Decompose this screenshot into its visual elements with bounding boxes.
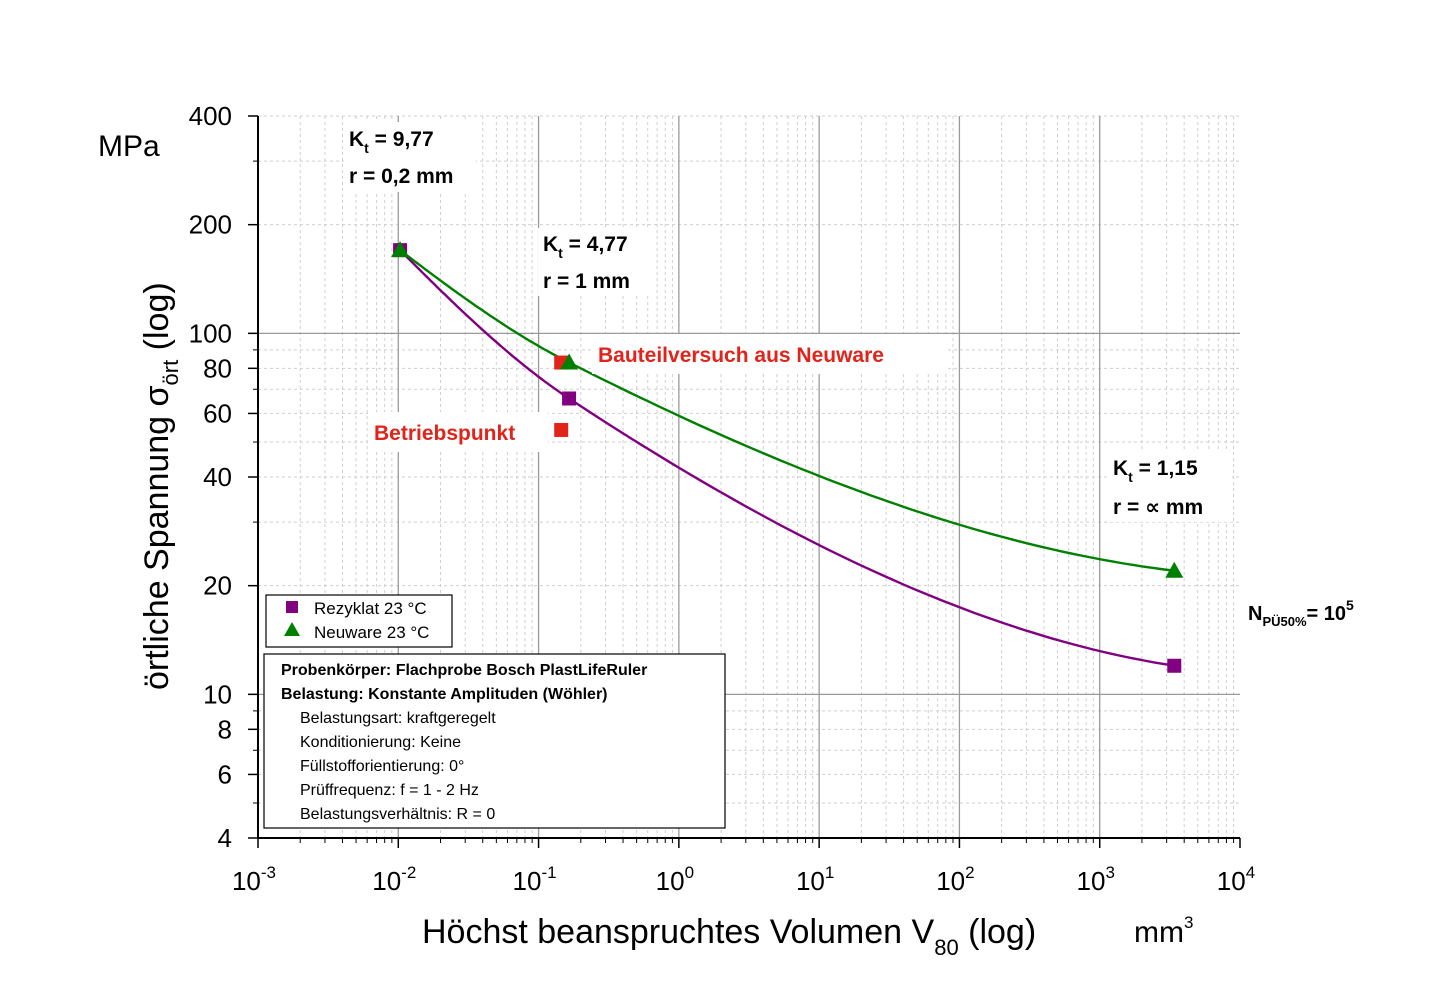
x-tick-label: 100 [656,863,694,896]
info-line-frequency: Prüffrequenz: f = 1 - 2 Hz [300,782,479,799]
x-tick-label: 10-1 [513,863,557,896]
info-line-load-type: Belastungsart: kraftgeregelt [300,710,496,727]
legend-label-rezyklat: Rezyklat 23 °C [314,599,427,618]
kt3-label: Kt = 1,15 [1113,457,1198,485]
y-tick-label: 4 [218,823,232,853]
bauteilversuch-label: Bauteilversuch aus Neuware [598,344,884,367]
info-line-filler: Füllstofforientierung: 0° [300,758,464,775]
info-box-frame [263,653,726,829]
x-unit-label: mm3 [1134,913,1193,949]
x-tick-label: 104 [1217,863,1255,896]
x-tick-label: 102 [936,863,974,896]
kt1-label-bg [344,122,476,192]
info-box: Probenkörper: Flachprobe Bosch PlastLife… [263,653,726,829]
neuware-point [560,353,579,370]
y-tick-label: 400 [189,101,232,131]
x-tick-label: 103 [1077,863,1115,896]
x-tick-label: 10-3 [232,863,276,896]
kt2-label: Kt = 4,77 [543,233,628,261]
markers [391,241,1184,673]
betriebspunkt-label: Betriebspunkt [374,422,515,445]
neuware-curve [399,249,1175,572]
y-tick-label: 40 [203,462,232,492]
legend-marker-rezyklat [286,601,298,613]
bauteilversuch-label-bg [592,334,947,374]
curves [399,249,1175,667]
y-axis-title: örtliche Spannung σört (log) [138,282,183,690]
neuware-point [391,241,410,258]
y-tick-label: 20 [203,571,232,601]
kt1-radius: r = 0,2 mm [349,165,453,188]
neuware-point [1165,561,1184,578]
ticks [248,115,1241,848]
x-tick-label: 101 [796,863,834,896]
y-tick-label: 100 [189,318,232,348]
kt2-radius: r = 1 mm [543,270,630,293]
legend-marker-neuware [284,622,300,636]
y-unit-label: MPa [98,130,160,163]
y-tick-label: 10 [203,679,232,709]
rezyklat-point [1167,658,1182,673]
y-tick-label: 80 [203,353,232,383]
y-tick-label: 6 [218,759,232,789]
legend-label-neuware: Neuware 23 °C [314,623,429,642]
y-tick-label: 8 [218,714,232,744]
legend: Rezyklat 23 °C Neuware 23 °C [265,594,453,648]
rezyklat-point [562,391,577,406]
kt2-label-bg [538,228,654,296]
kt1-label: Kt = 9,77 [349,128,434,156]
rezyklat-curve [399,249,1175,667]
betriebspunkt-label-bg [368,412,548,452]
legend-box [265,594,453,648]
tick-labels: 400 200 100 80 60 40 20 10 8 6 410-3 10-2 10-1 100 101… [189,101,1256,896]
kt3-label-bg [1108,452,1232,522]
info-line-specimen: Probenkörper: Flachprobe Bosch PlastLife… [281,662,647,679]
kt3-radius: r = ∝ mm [1113,496,1203,519]
x-axis-title: Höchst beanspruchtes Volumen V80 (log) [422,913,1036,960]
y-tick-label: 200 [189,210,232,240]
info-line-loading: Belastung: Konstante Amplituden (Wöhler) [281,686,608,703]
betriebspunkt-point [554,422,569,437]
y-tick-label: 60 [203,398,232,428]
cycle-count-label: NPÜ50%= 105 [1248,597,1354,629]
info-line-ratio: Belastungsverhältnis: R = 0 [300,806,495,823]
x-tick-label: 10-2 [372,863,416,896]
info-line-conditioning: Konditionierung: Keine [300,734,461,751]
